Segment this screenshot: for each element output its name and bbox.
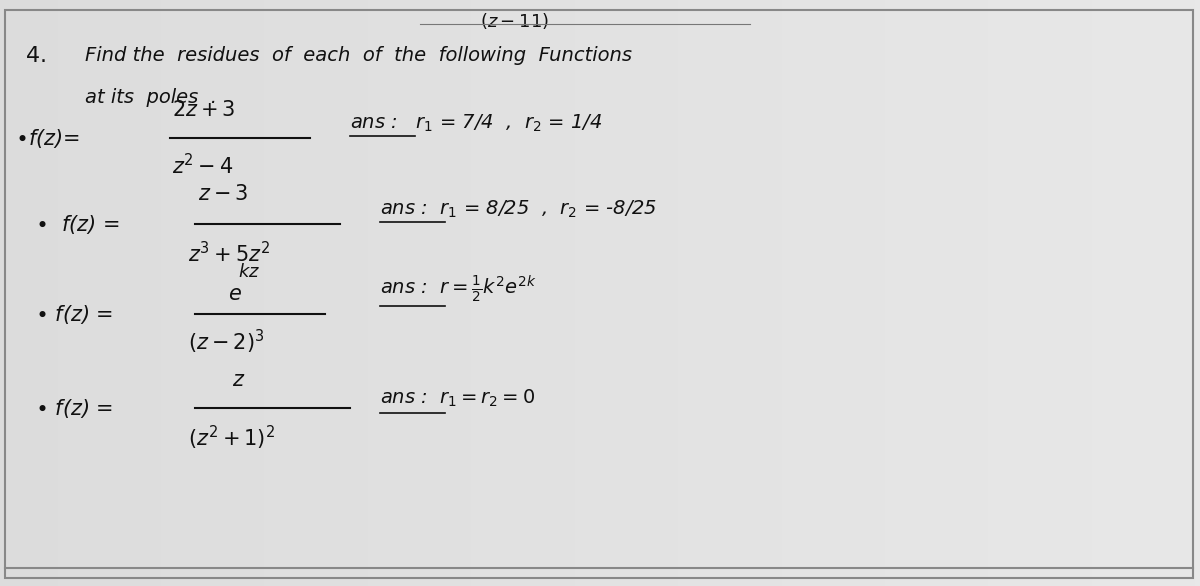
Text: ans :  $r_1 = r_2 = 0$: ans : $r_1 = r_2 = 0$ (380, 387, 535, 408)
Text: $kz$: $kz$ (238, 263, 260, 281)
Text: $\bullet$ f(z) =: $\bullet$ f(z) = (35, 397, 113, 420)
Text: ans :  $r = \frac{1}{2}k^2 e^{2k}$: ans : $r = \frac{1}{2}k^2 e^{2k}$ (380, 274, 536, 305)
Text: $(z^2+1)^2$: $(z^2+1)^2$ (188, 424, 275, 452)
Text: $(z-11)$: $(z-11)$ (480, 11, 548, 31)
Text: $2z+3$: $2z+3$ (172, 100, 235, 120)
Text: at its  poles  .: at its poles . (85, 88, 217, 107)
Text: ans :  $r_1$ = 8/25  ,  $r_2$ = -8/25: ans : $r_1$ = 8/25 , $r_2$ = -8/25 (380, 198, 656, 220)
Text: $z-3$: $z-3$ (198, 184, 248, 204)
Text: $\bullet$f(z)=: $\bullet$f(z)= (14, 127, 80, 149)
Text: $4.$: $4.$ (25, 46, 46, 66)
Text: Find the  residues  of  each  of  the  following  Functions: Find the residues of each of the followi… (85, 46, 632, 65)
Text: $z^2-4$: $z^2-4$ (172, 154, 234, 179)
Text: $z$: $z$ (232, 370, 245, 390)
Text: $\bullet$  f(z) =: $\bullet$ f(z) = (35, 213, 120, 236)
Text: $e$: $e$ (228, 284, 242, 304)
Text: $\bullet$ f(z) =: $\bullet$ f(z) = (35, 302, 113, 325)
Text: $z^3+5z^2$: $z^3+5z^2$ (188, 241, 271, 267)
Text: $(z-2)^3$: $(z-2)^3$ (188, 328, 264, 356)
Text: ans :   $r_1$ = 7/4  ,  $r_2$ = 1/4: ans : $r_1$ = 7/4 , $r_2$ = 1/4 (350, 113, 602, 134)
